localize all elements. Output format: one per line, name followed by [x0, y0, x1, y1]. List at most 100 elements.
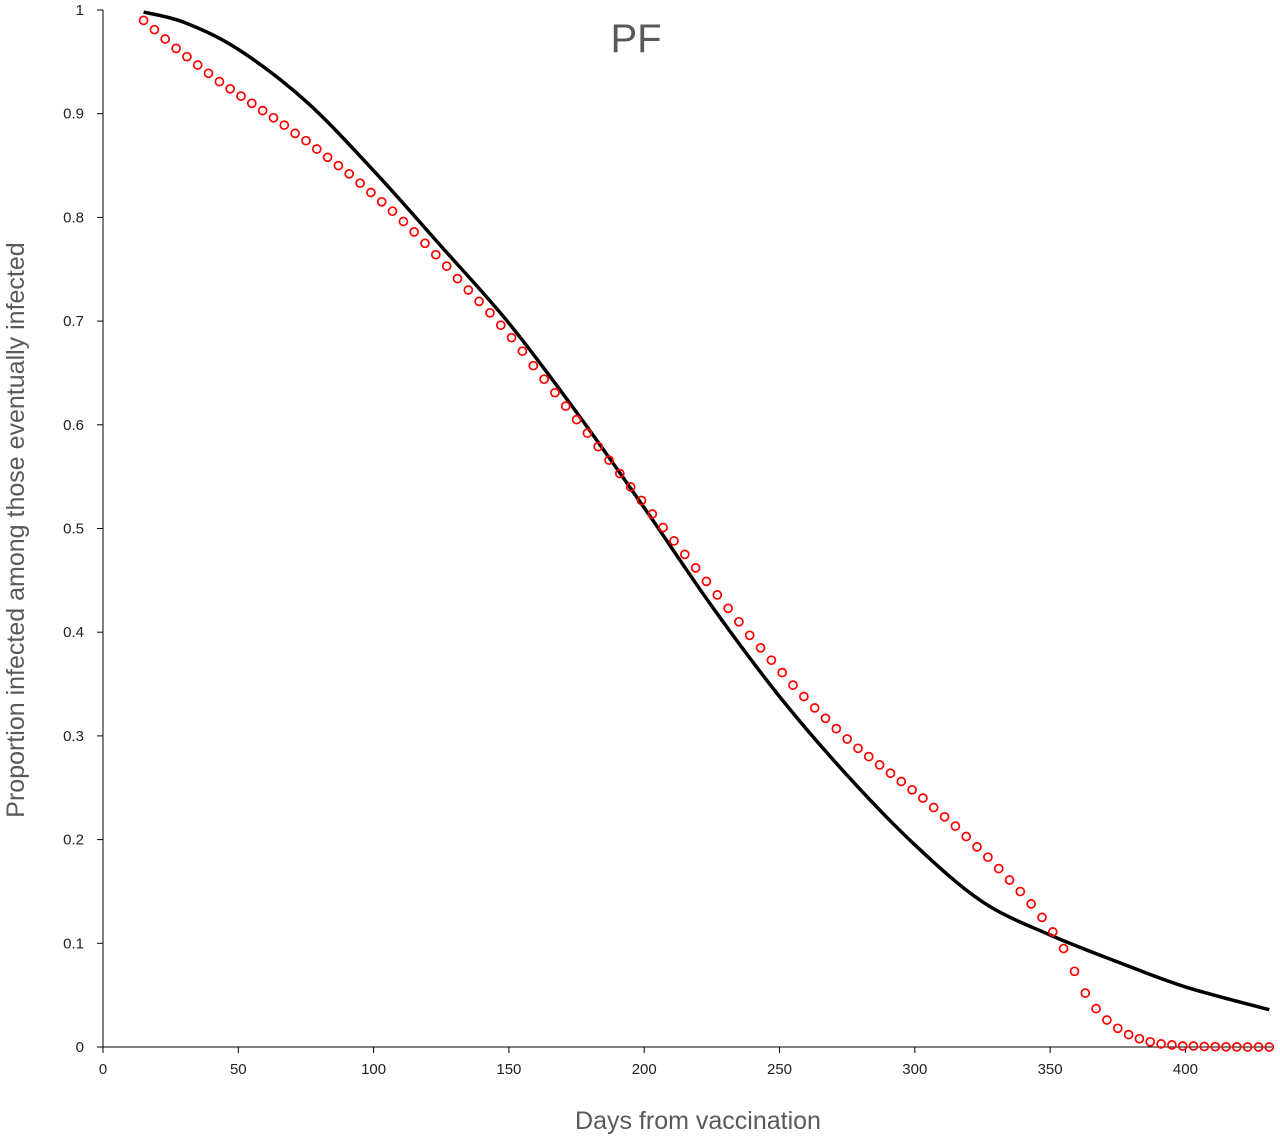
chart-title: PF: [610, 17, 661, 61]
data-point: [744, 630, 755, 641]
data-point: [896, 776, 907, 787]
data-point: [961, 831, 972, 842]
data-point: [485, 307, 495, 318]
y-tick-label: 0.9: [63, 106, 84, 123]
series-1-markers: [138, 15, 1275, 1052]
data-point: [236, 91, 246, 101]
data-point: [1156, 1039, 1166, 1049]
y-tick-label: 0: [76, 1039, 84, 1056]
data-point: [593, 441, 604, 452]
data-point: [1026, 899, 1037, 909]
data-point: [192, 60, 203, 70]
x-tick-label: 50: [230, 1061, 247, 1078]
data-point: [387, 206, 398, 217]
data-point: [366, 187, 376, 198]
data-point: [993, 863, 1004, 874]
data-point: [712, 590, 723, 600]
data-point: [376, 196, 387, 207]
data-point: [701, 576, 712, 587]
data-point: [322, 152, 333, 163]
data-point: [528, 360, 539, 371]
data-point: [560, 401, 571, 411]
y-tick-label: 0.2: [63, 832, 84, 849]
data-point: [517, 346, 528, 357]
data-point: [1167, 1040, 1177, 1050]
data-point: [918, 793, 928, 803]
data-point: [658, 522, 668, 533]
data-point: [799, 691, 809, 702]
data-point: [972, 842, 982, 852]
data-point: [257, 105, 268, 116]
data-point: [1177, 1041, 1188, 1051]
data-point: [842, 734, 853, 744]
data-point: [452, 273, 463, 284]
data-point: [1058, 943, 1069, 954]
data-point: [1004, 875, 1015, 885]
x-tick-label: 400: [1173, 1061, 1198, 1078]
data-point: [625, 482, 636, 492]
data-point: [1242, 1042, 1253, 1052]
y-tick-label: 0.7: [63, 313, 84, 330]
data-point: [506, 332, 517, 343]
data-point: [539, 374, 549, 385]
data-point: [863, 751, 874, 762]
data-point: [311, 144, 322, 154]
data-point: [939, 811, 950, 822]
data-point: [495, 320, 506, 331]
x-axis-ticks: 0 50 100 150 200 250 300 350 400: [99, 1047, 1198, 1078]
data-point: [1091, 1003, 1101, 1014]
data-point: [344, 168, 355, 179]
data-point: [203, 68, 214, 79]
data-point: [149, 24, 160, 35]
data-point: [290, 128, 300, 139]
data-point: [1102, 1015, 1112, 1025]
data-point: [333, 160, 344, 171]
data-point: [1188, 1041, 1199, 1051]
series-0-line: [143, 10, 1270, 1012]
data-point: [268, 112, 279, 123]
data-point: [734, 616, 744, 627]
data-point: [820, 713, 831, 724]
data-point: [928, 802, 939, 813]
data-point: [907, 784, 917, 795]
data-point: [430, 249, 441, 260]
y-tick-label: 0.3: [63, 728, 84, 745]
data-point: [463, 285, 474, 295]
data-point: [279, 120, 290, 130]
y-axis-ticks: 0 0.1 0.2 0.3 0.4 0.5 0.6 0.7 0.8 0.9 1: [63, 2, 103, 1056]
series-layer: [138, 10, 1275, 1052]
x-tick-label: 150: [496, 1061, 521, 1078]
y-tick-label: 0.6: [63, 417, 84, 434]
data-point: [441, 261, 452, 271]
data-point: [182, 51, 192, 62]
data-point: [604, 455, 614, 465]
data-point: [983, 852, 993, 863]
data-point: [398, 216, 409, 227]
data-point: [874, 760, 885, 770]
x-tick-label: 200: [632, 1061, 657, 1078]
data-point: [138, 15, 149, 26]
data-point: [679, 549, 690, 560]
x-tick-label: 100: [361, 1061, 386, 1078]
y-axis-title: Proportion infected among those eventual…: [2, 242, 30, 817]
data-point: [171, 43, 181, 54]
data-point: [355, 178, 365, 189]
data-point: [474, 296, 484, 307]
data-point: [1134, 1033, 1145, 1044]
data-point: [420, 238, 430, 249]
data-point: [409, 227, 420, 237]
x-tick-label: 0: [99, 1061, 107, 1078]
data-point: [550, 387, 560, 398]
data-point: [831, 723, 842, 734]
data-point: [1221, 1041, 1231, 1052]
data-point: [853, 743, 863, 754]
data-point: [1047, 927, 1058, 937]
data-point: [1037, 912, 1047, 923]
data-point: [885, 768, 896, 779]
data-point: [723, 603, 733, 614]
y-tick-label: 0.4: [63, 624, 84, 641]
data-point: [246, 98, 257, 109]
data-point: [647, 509, 658, 519]
data-point: [301, 135, 311, 146]
